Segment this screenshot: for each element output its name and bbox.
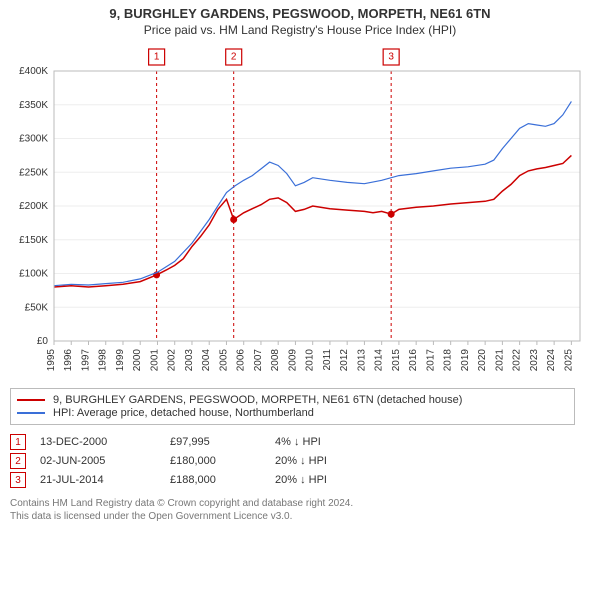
sale-diff: 20% ↓ HPI [275,474,365,486]
x-tick-label: 2019 [460,349,471,372]
x-tick-label: 2000 [132,349,143,372]
legend-swatch [17,412,45,414]
legend-item: 9, BURGHLEY GARDENS, PEGSWOOD, MORPETH, … [17,394,568,406]
y-tick-label: £0 [37,336,49,347]
x-tick-label: 2002 [167,349,178,372]
x-tick-label: 2012 [339,349,350,372]
x-tick-label: 2016 [408,349,419,372]
x-tick-label: 2023 [529,349,540,372]
x-tick-label: 1997 [80,349,91,372]
legend-label: 9, BURGHLEY GARDENS, PEGSWOOD, MORPETH, … [53,394,462,406]
footnote-line: Contains HM Land Registry data © Crown c… [10,497,590,510]
legend-label: HPI: Average price, detached house, Nort… [53,407,314,419]
chart-subtitle: Price paid vs. HM Land Registry's House … [10,23,590,37]
sale-diff: 20% ↓ HPI [275,455,365,467]
y-tick-label: £300K [19,134,48,145]
x-tick-label: 2008 [270,349,281,372]
x-tick-label: 2010 [305,349,316,372]
y-tick-label: £250K [19,167,48,178]
y-tick-label: £400K [19,66,48,77]
x-tick-label: 1995 [46,349,57,372]
x-tick-label: 2015 [391,349,402,372]
sale-row: 2 02-JUN-2005£180,00020% ↓ HPI [10,453,590,469]
x-tick-label: 2001 [149,349,160,372]
y-tick-label: £350K [19,100,48,111]
x-tick-label: 2022 [512,349,523,372]
sale-price: £180,000 [170,455,275,467]
x-tick-label: 1996 [63,349,74,372]
chart-title: 9, BURGHLEY GARDENS, PEGSWOOD, MORPETH, … [10,6,590,21]
footnote: Contains HM Land Registry data © Crown c… [10,497,590,523]
x-tick-label: 2003 [184,349,195,372]
series-line [54,101,571,285]
chart: £0 £50K £100K £150K £200K £250K £300K £350K £400… [10,41,590,384]
x-tick-label: 2017 [425,349,436,372]
y-tick-label: £150K [19,235,48,246]
legend-swatch [17,399,45,401]
y-tick-label: £200K [19,201,48,212]
x-tick-label: 2007 [253,349,264,372]
sale-row: 1 13-DEC-2000£97,9954% ↓ HPI [10,434,590,450]
sale-date: 21-JUL-2014 [40,474,170,486]
sale-marker: 1 [10,434,26,450]
x-tick-label: 2009 [287,349,298,372]
footnote-line: This data is licensed under the Open Gov… [10,510,590,523]
sale-row: 3 21-JUL-2014£188,00020% ↓ HPI [10,472,590,488]
marker-number: 3 [388,52,394,63]
sale-price: £97,995 [170,436,275,448]
sale-price: £188,000 [170,474,275,486]
chart-titles: 9, BURGHLEY GARDENS, PEGSWOOD, MORPETH, … [10,6,590,37]
x-tick-label: 2011 [322,349,333,371]
sale-date: 13-DEC-2000 [40,436,170,448]
x-tick-label: 2024 [546,349,557,372]
x-tick-label: 2020 [477,349,488,372]
x-tick-label: 2018 [443,349,454,372]
series-line [54,155,571,287]
sale-marker: 3 [10,472,26,488]
sale-date: 02-JUN-2005 [40,455,170,467]
x-tick-label: 2021 [494,349,505,372]
legend: 9, BURGHLEY GARDENS, PEGSWOOD, MORPETH, … [10,388,575,425]
y-tick-label: £100K [19,269,48,280]
marker-number: 2 [231,52,237,63]
x-tick-label: 2025 [563,349,574,372]
x-tick-label: 2013 [356,349,367,372]
sale-marker: 2 [10,453,26,469]
x-tick-label: 1999 [115,349,126,372]
sale-diff: 4% ↓ HPI [275,436,365,448]
sales-table: 1 13-DEC-2000£97,9954% ↓ HPI 2 02-JUN-2005£… [10,431,590,491]
x-tick-label: 1998 [98,349,109,372]
marker-number: 1 [154,52,160,63]
x-tick-label: 2005 [218,349,229,372]
x-tick-label: 2006 [236,349,247,372]
x-tick-label: 2004 [201,349,212,372]
legend-item: HPI: Average price, detached house, Nort… [17,407,568,419]
x-tick-label: 2014 [374,349,385,372]
y-tick-label: £50K [25,302,49,313]
